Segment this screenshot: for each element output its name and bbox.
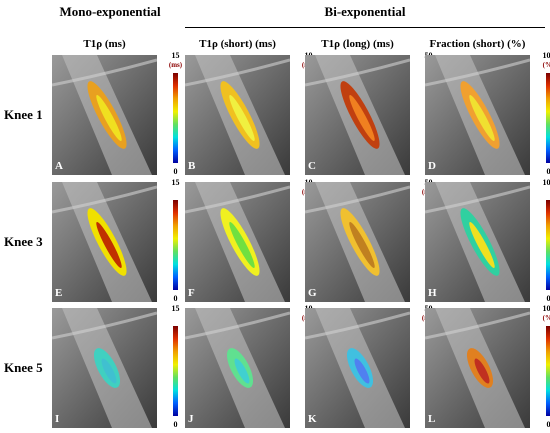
panel-letter: B [188, 160, 196, 172]
mri-image [425, 55, 530, 175]
colorbar-min: 0 [173, 294, 178, 303]
header: Mono-exponential [59, 4, 161, 19]
header: Bi-exponential [324, 4, 406, 19]
colorbar [546, 200, 550, 290]
colorbar [173, 200, 178, 290]
mri-image [52, 55, 157, 175]
colorbar-max: 100 [542, 304, 550, 313]
mri-image [305, 182, 410, 302]
colorbar-unit: (ms) [168, 61, 183, 69]
panel-letter: L [428, 413, 436, 425]
panel-letter: H [428, 287, 437, 299]
mri-image [185, 55, 290, 175]
mri-image [305, 55, 410, 175]
colorbar [546, 326, 550, 416]
colorbar-min: 0 [546, 167, 550, 176]
colorbar-max: 15 [171, 178, 180, 187]
column-title: Fraction (short) (%) [429, 38, 526, 50]
colorbar [173, 326, 178, 416]
panel-letter: F [188, 287, 195, 299]
colorbar-min: 0 [173, 167, 178, 176]
column-title: T1ρ (ms) [83, 38, 126, 50]
mri-image [305, 308, 410, 428]
row-label: Knee 1 [4, 107, 43, 122]
colorbar-unit: (%) [542, 61, 550, 69]
colorbar [173, 73, 178, 163]
panel-letter: C [308, 160, 316, 172]
row-label: Knee 3 [4, 234, 43, 249]
panel-letter: D [428, 160, 436, 172]
panel-letter: I [55, 413, 60, 425]
panel-letter: G [308, 287, 317, 299]
mri-image [425, 182, 530, 302]
column-title: T1ρ (short) (ms) [199, 38, 276, 50]
mri-image [185, 308, 290, 428]
colorbar-min: 0 [546, 420, 550, 429]
panel-letter: K [308, 413, 317, 425]
colorbar-unit: (%) [542, 314, 550, 322]
colorbar-max: 100 [542, 178, 550, 187]
panel-letter: A [55, 160, 63, 172]
mri-image [52, 308, 157, 428]
colorbar [546, 73, 550, 163]
colorbar-min: 0 [173, 420, 178, 429]
mri-image [185, 182, 290, 302]
mri-image [425, 308, 530, 428]
colorbar-min: 0 [546, 294, 550, 303]
colorbar-max: 15 [171, 51, 180, 60]
colorbar-max: 100 [542, 51, 550, 60]
mri-image [52, 182, 157, 302]
row-label: Knee 5 [4, 360, 43, 375]
colorbar-max: 15 [171, 304, 180, 313]
column-title: T1ρ (long) (ms) [321, 38, 394, 50]
panel-letter: E [55, 287, 63, 299]
divider [185, 27, 545, 28]
panel-letter: J [188, 413, 194, 425]
